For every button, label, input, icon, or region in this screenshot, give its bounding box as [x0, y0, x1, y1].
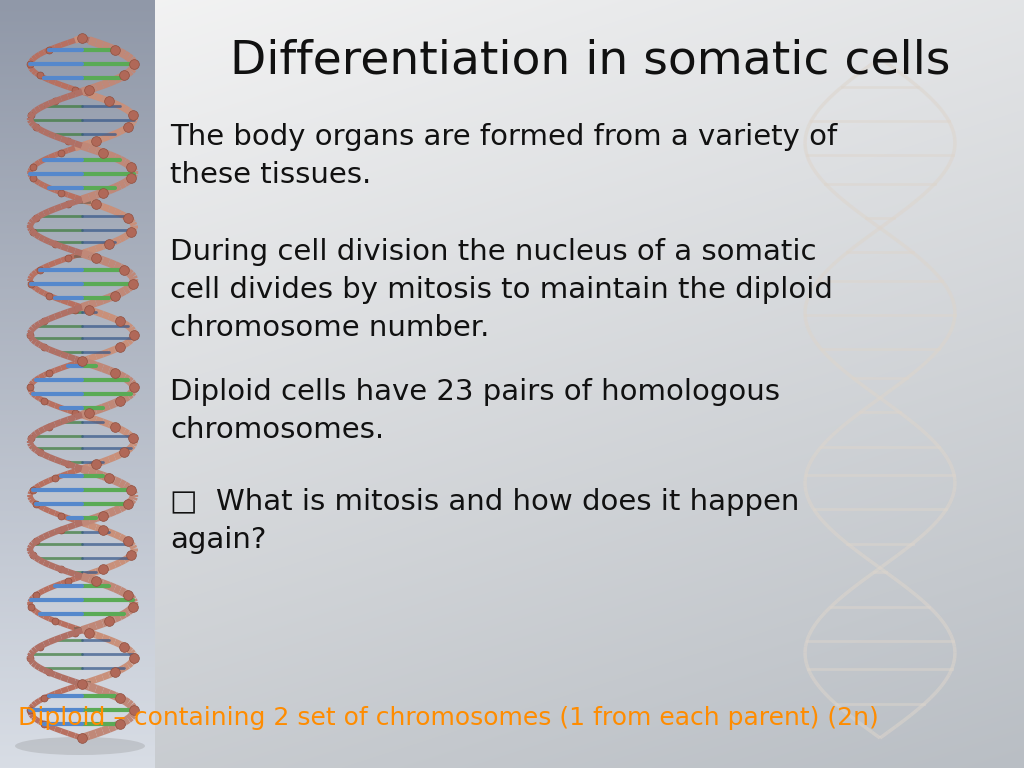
- Text: During cell division the nucleus of a somatic
cell divides by mitosis to maintai: During cell division the nucleus of a so…: [170, 238, 833, 342]
- Text: □  What is mitosis and how does it happen
again?: □ What is mitosis and how does it happen…: [170, 488, 800, 554]
- Text: Diploid – containing 2 set of chromosomes (1 from each parent) (2n): Diploid – containing 2 set of chromosome…: [18, 706, 879, 730]
- Text: Diploid cells have 23 pairs of homologous
chromosomes.: Diploid cells have 23 pairs of homologou…: [170, 378, 780, 444]
- Text: The body organs are formed from a variety of
these tissues.: The body organs are formed from a variet…: [170, 123, 838, 189]
- Ellipse shape: [15, 737, 145, 755]
- Text: Differentiation in somatic cells: Differentiation in somatic cells: [229, 38, 950, 83]
